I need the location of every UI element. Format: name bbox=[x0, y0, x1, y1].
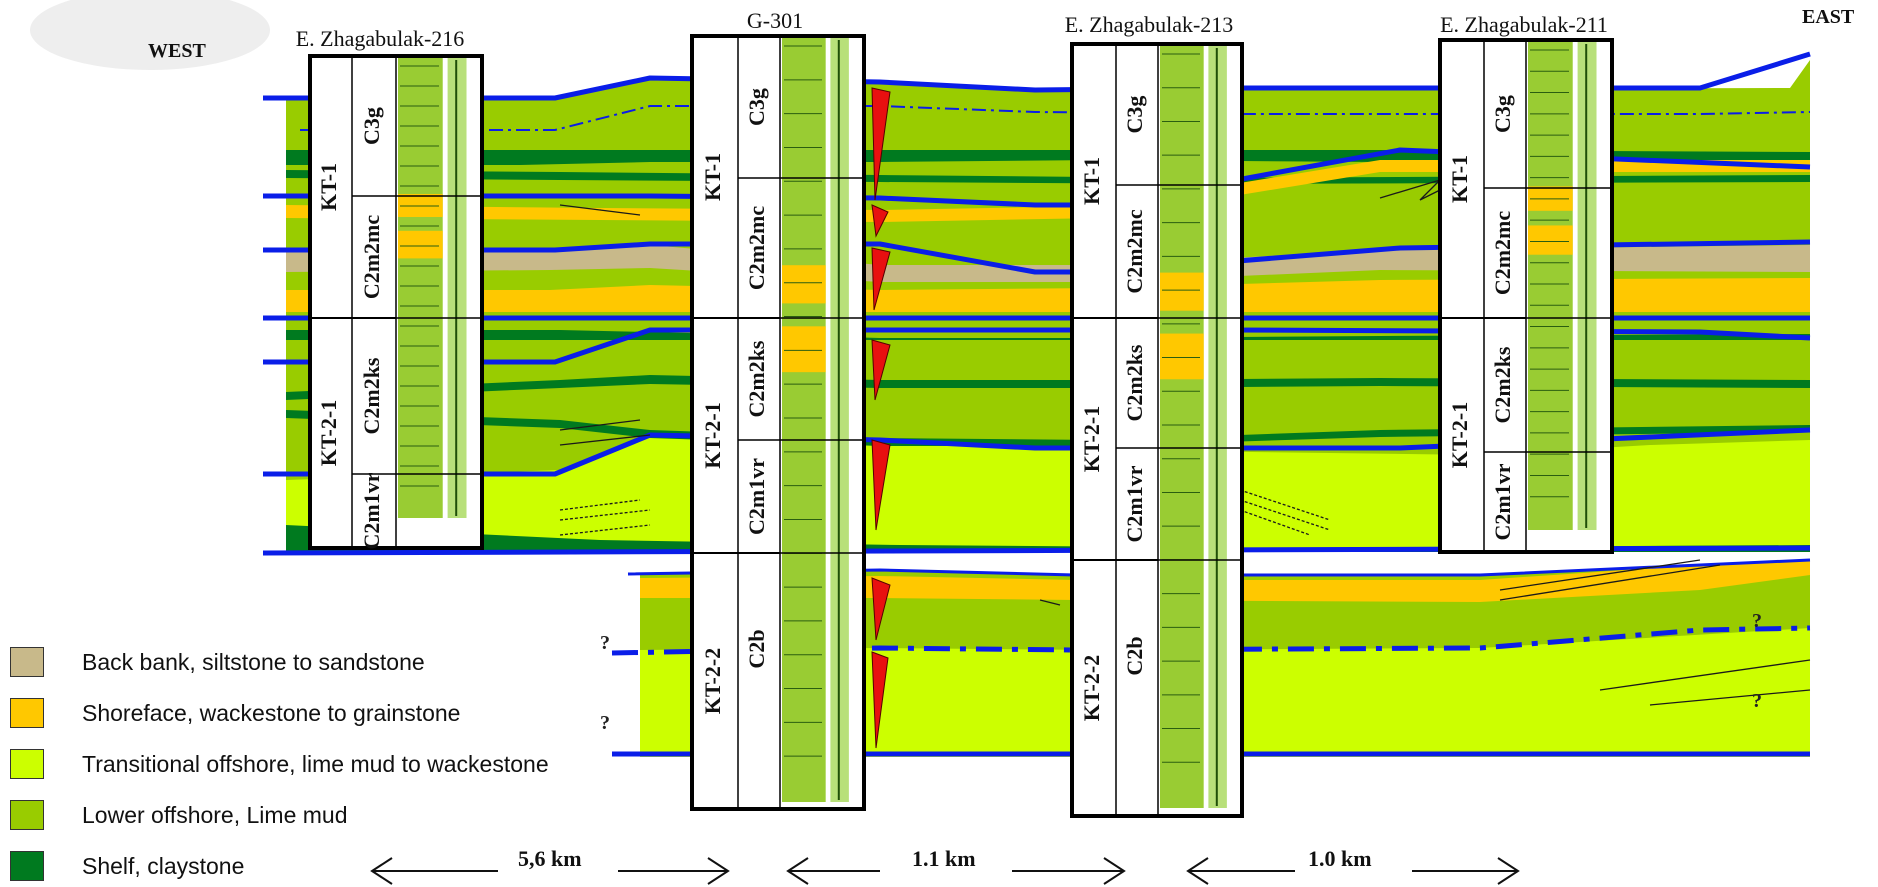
zone-label: C2m2ks bbox=[1122, 344, 1147, 421]
horizon-c2m2mc bbox=[263, 147, 1811, 208]
zone-label: C2m2ks bbox=[359, 357, 384, 434]
legend-label: Shelf, claystone bbox=[82, 852, 245, 879]
legend-swatch bbox=[10, 698, 44, 728]
shoreface-interval bbox=[1160, 333, 1204, 380]
lithology-log bbox=[398, 58, 443, 518]
stratal-lines bbox=[559, 169, 1811, 706]
unit-label: KT-2-2 bbox=[1079, 655, 1104, 721]
distance-label: 1.0 km bbox=[1308, 846, 1372, 871]
legend-swatch bbox=[10, 851, 44, 881]
lithology-log bbox=[1528, 42, 1573, 530]
fault-marker bbox=[871, 577, 891, 641]
legend-label: Transitional offshore, lime mud to wacke… bbox=[82, 750, 549, 777]
fault-marker bbox=[871, 339, 891, 401]
east-label: EAST bbox=[1802, 6, 1855, 28]
zone-label: C3g bbox=[359, 107, 384, 145]
lithology-log bbox=[782, 38, 826, 802]
unit-label: KT-1 bbox=[1447, 155, 1472, 203]
upper-section-body bbox=[286, 60, 1810, 552]
unit-label: KT-2-1 bbox=[1079, 406, 1104, 472]
distance-label: 5,6 km bbox=[518, 846, 582, 871]
horizon-c2m1vr bbox=[263, 427, 1811, 477]
zone-label: C2m1vr bbox=[359, 472, 384, 549]
well-frame bbox=[690, 34, 866, 811]
unit-label: KT-2-1 bbox=[1447, 402, 1472, 468]
legend-item: Back bank, siltstone to sandstone bbox=[10, 645, 425, 679]
legend-swatch bbox=[10, 800, 44, 830]
legend-item: Shelf, claystone bbox=[10, 849, 244, 883]
zone-label: C2b bbox=[744, 629, 769, 668]
fault-marker bbox=[871, 87, 891, 201]
unit-label: KT-2-2 bbox=[700, 648, 725, 714]
zone-label: C3g bbox=[1122, 96, 1147, 134]
zone-label: C2m2mc bbox=[1122, 209, 1147, 294]
horizons bbox=[262, 51, 1811, 757]
legend-swatch bbox=[10, 647, 44, 677]
distance-label: 1.1 km bbox=[912, 846, 976, 871]
zone-label: C2b bbox=[1122, 636, 1147, 675]
well-name: E. Zhagabulak-213 bbox=[1065, 12, 1234, 37]
unit-label: KT-1 bbox=[700, 153, 725, 201]
legend-label: Back bank, siltstone to sandstone bbox=[82, 648, 425, 675]
zone-label: C2m2mc bbox=[744, 206, 769, 291]
well-panel: E. Zhagabulak-216 KT-1 KT-2-1 C3g C2m2mc C2m2… bbox=[296, 26, 484, 550]
fault-marker bbox=[871, 439, 891, 531]
wells-layer: E. Zhagabulak-216 KT-1 KT-2-1 C3g C2m2mc C2m2… bbox=[296, 8, 1614, 818]
zone-label: C2m2mc bbox=[359, 215, 384, 300]
fault-marker bbox=[871, 247, 891, 311]
horizon-c2m2ks bbox=[263, 327, 1811, 365]
shoreface-interval bbox=[398, 230, 443, 259]
legend-label: Shoreface, wackestone to grainstone bbox=[82, 699, 461, 726]
zone-label: C2m2mc bbox=[1490, 211, 1515, 296]
zone-label: C2m1vr bbox=[1122, 465, 1147, 542]
question-mark: ? bbox=[1752, 690, 1762, 712]
well-name: E. Zhagabulak-216 bbox=[296, 26, 465, 51]
question-mark: ? bbox=[600, 632, 610, 654]
well-name: G-301 bbox=[747, 8, 803, 33]
unit-label: KT-2-1 bbox=[316, 400, 341, 466]
fault-marker bbox=[871, 204, 889, 238]
zone-label: C2m2ks bbox=[744, 340, 769, 417]
horizon-c2m2mc-lower bbox=[263, 239, 1811, 275]
zone-label: C2m2ks bbox=[1490, 346, 1515, 423]
fault-marker bbox=[871, 651, 889, 749]
zone-label: C3g bbox=[744, 88, 769, 126]
legend-item: Lower offshore, Lime mud bbox=[10, 798, 348, 832]
well-frame bbox=[1070, 42, 1244, 818]
west-label: WEST bbox=[148, 40, 206, 62]
shoreface-interval bbox=[782, 265, 826, 304]
well-panel: E. Zhagabulak-211 KT-1 KT-2-1 C3g C2m2mc C2m2… bbox=[1438, 12, 1614, 554]
well-panel: E. Zhagabulak-213 KT-1 KT-2-1 KT-2-2 C3g C2m2… bbox=[1065, 12, 1244, 818]
question-mark: ? bbox=[600, 712, 610, 734]
unit-label: KT-1 bbox=[1079, 157, 1104, 205]
fault-markers bbox=[871, 87, 891, 749]
well-name: E. Zhagabulak-211 bbox=[1440, 12, 1608, 37]
horizon-top bbox=[263, 51, 1811, 101]
legend-item: Transitional offshore, lime mud to wacke… bbox=[10, 747, 549, 781]
question-mark: ? bbox=[1752, 610, 1762, 632]
unit-label: KT-2-1 bbox=[700, 402, 725, 468]
legend-label: Lower offshore, Lime mud bbox=[82, 801, 348, 828]
shoreface-interval bbox=[1528, 225, 1573, 255]
well-panel: G-301 KT-1 KT-2-1 KT-2-2 C3g C2m2mc C2m2ks C2m1… bbox=[690, 8, 866, 811]
legend-swatch bbox=[10, 749, 44, 779]
zone-label: C2m1vr bbox=[744, 458, 769, 535]
distance-arrows bbox=[370, 857, 1520, 885]
watermark-smudge bbox=[30, 0, 270, 70]
legend-item: Shoreface, wackestone to grainstone bbox=[10, 696, 460, 730]
lithology-log bbox=[1160, 46, 1204, 808]
zone-label: C2m1vr bbox=[1490, 463, 1515, 540]
unit-label: KT-1 bbox=[316, 163, 341, 211]
zone-label: C3g bbox=[1490, 95, 1515, 133]
shoreface-interval bbox=[1160, 272, 1204, 311]
shoreface-interval bbox=[782, 326, 826, 373]
